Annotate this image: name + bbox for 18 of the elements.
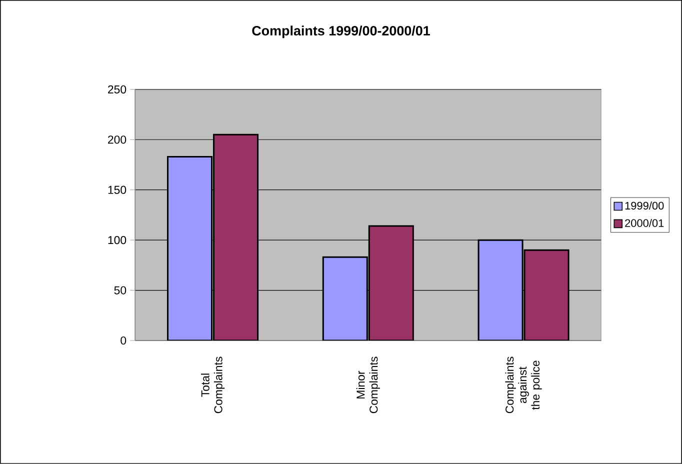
y-tick-label: 200 [108,136,126,144]
y-tick-label: 150 [108,186,126,194]
bar [478,239,524,341]
x-tick-label: Minor Complaints [356,356,380,414]
bar [524,249,570,341]
y-tick-label: 250 [108,85,126,94]
chart-title: Complaints 1999/00-2000/01 [252,26,430,38]
bar [213,134,259,341]
bar [167,156,213,341]
bar [322,256,368,341]
legend-label: 2000/01 [625,218,664,228]
y-tick-label: 0 [120,336,126,345]
bar [368,225,414,341]
y-tick-label: 50 [114,286,126,294]
y-tick-label: 100 [108,236,126,244]
legend-label: 1999/00 [625,202,664,210]
x-tick-label: Total Complaints [200,356,225,414]
x-tick-label: Complaints against the police [505,356,542,414]
